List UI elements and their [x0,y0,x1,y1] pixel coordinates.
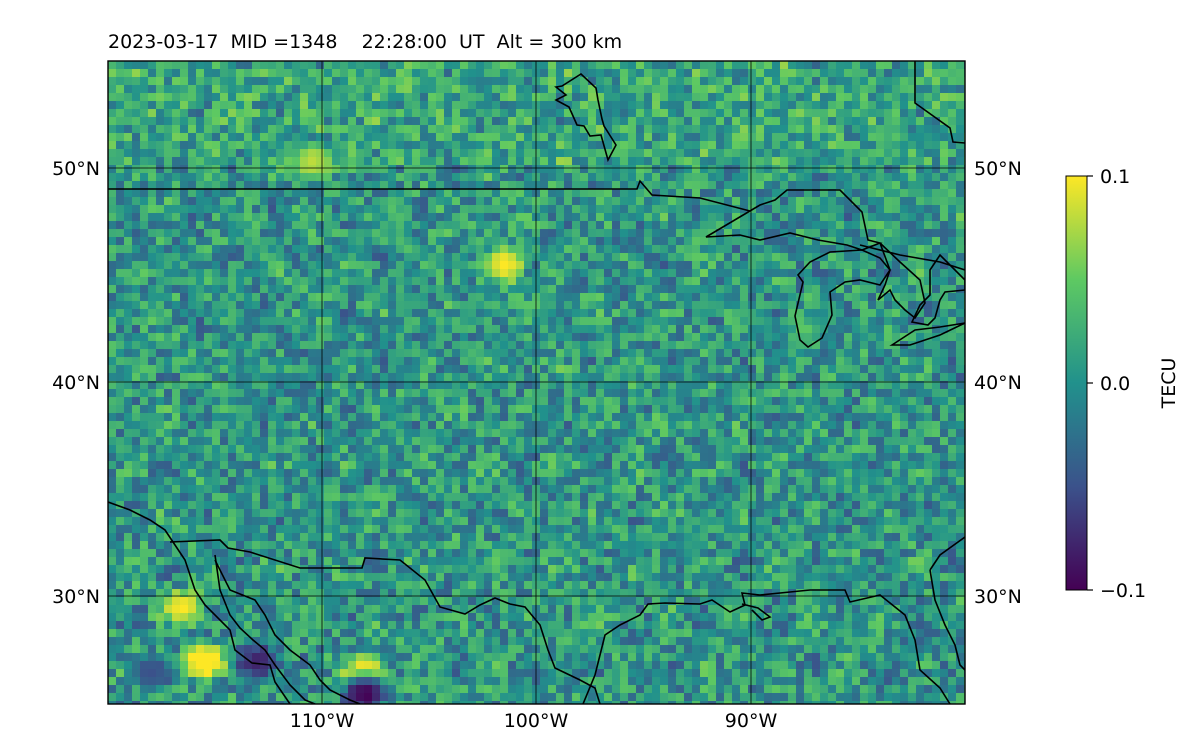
colorbar-tick-label-max: 0.1 [1100,166,1130,188]
colorbar-gradient [1065,175,1088,591]
lat-label-50n-left: 50°N [52,158,100,180]
great-lakes-border [859,244,965,271]
colorbar-tick-label-zero: 0.0 [1100,373,1130,395]
pacific-coast [108,501,291,704]
atlantic-coast [929,536,965,571]
map-frame [107,60,966,705]
lon-label-100w: 100°W [504,710,569,732]
lon-label-90w: 90°W [725,710,778,732]
lakes-east-shore [910,253,965,326]
lat-label-50n-right: 50°N [974,158,1022,180]
tec-heatmap [108,61,965,704]
figure-title: 2023-03-17 MID =1348 22:28:00 UT Alt = 3… [108,31,622,53]
mexico-pacific-coast [214,559,361,704]
gulf-coast [582,589,951,704]
map-panel [107,60,966,705]
lat-label-30n-left: 30°N [52,586,100,608]
lat-label-40n-left: 40°N [52,372,100,394]
lat-label-30n-right: 30°N [974,586,1022,608]
hudson-bay-island [554,72,617,163]
us-mexico-border [169,539,601,704]
lat-label-40n-right: 40°N [974,372,1022,394]
lake-superior [705,189,883,251]
colorbar: 0.1 0.0 −0.1 TECU [1065,166,1180,602]
lake-erie-ontario [889,322,965,346]
baja-california [214,554,316,704]
lon-label-110w: 110°W [290,710,355,732]
florida-atlantic [929,569,965,671]
canada-us-border [108,179,751,212]
colorbar-label: TECU [1158,358,1180,410]
lake-huron [877,242,926,320]
florida-gulf-side [741,603,772,621]
gridlines [108,61,965,704]
hudson-bay-coast [914,61,965,144]
coastlines-borders [108,61,965,704]
lake-michigan [794,249,891,348]
axis-labels: 50°N 40°N 30°N 50°N 40°N 30°N 110°W 100°… [52,158,1022,732]
colorbar-tick-label-min: −0.1 [1100,580,1146,602]
